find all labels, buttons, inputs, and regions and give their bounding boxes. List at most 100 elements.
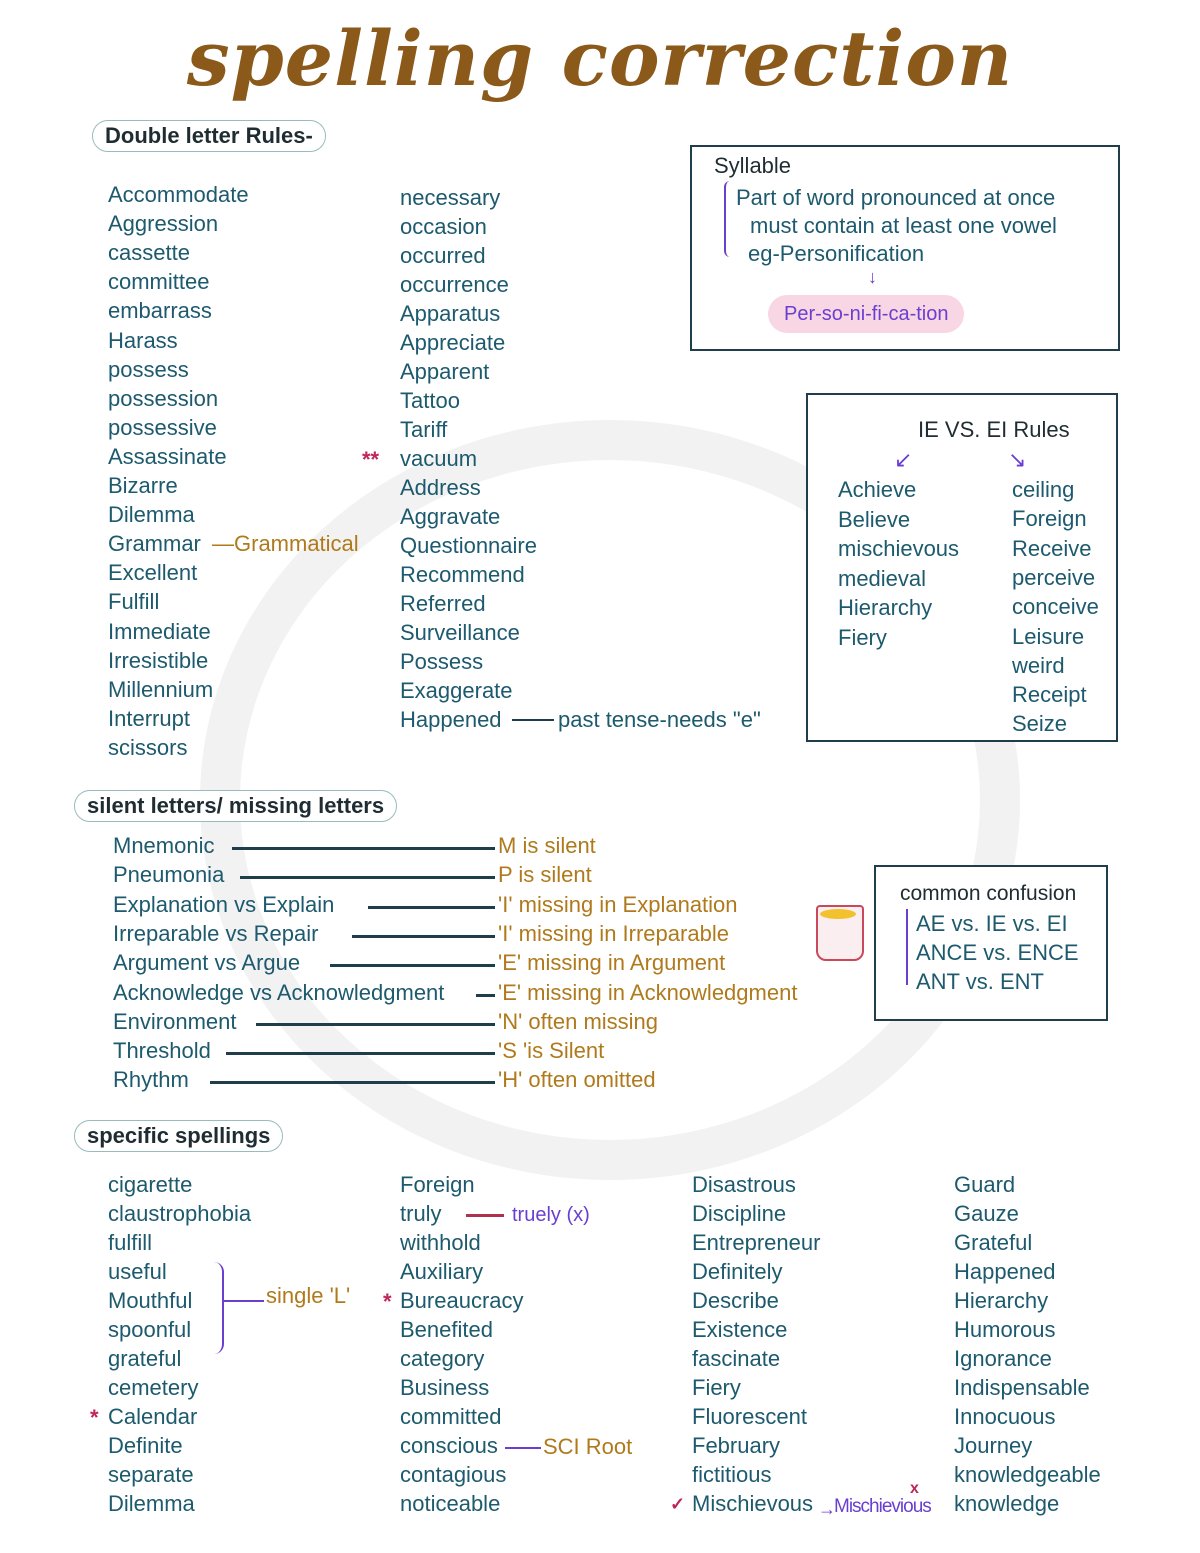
ei-word: conceive: [1012, 594, 1099, 620]
ei-word: Leisure: [1012, 623, 1085, 649]
word-item: separate: [108, 1462, 194, 1487]
word-item: Dilemma: [108, 1491, 195, 1516]
sci-note: SCI Root: [543, 1434, 633, 1459]
word-item: Possess: [400, 649, 484, 674]
word-item: Accommodate: [108, 182, 249, 207]
word-item: cigarette: [108, 1172, 193, 1197]
word-item: Happened: [954, 1259, 1056, 1284]
word-item: Irresistible: [108, 647, 209, 673]
silent-word: Rhythm: [113, 1067, 189, 1093]
ei-word: Receive: [1012, 535, 1092, 561]
silent-note: 'N' often missing: [498, 1008, 659, 1034]
word-item: noticeable: [400, 1491, 501, 1516]
silent-note: 'I' missing in Irreparable: [498, 920, 729, 946]
word-item: knowledgeable: [954, 1462, 1101, 1487]
silent-word: Pneumonia: [113, 862, 225, 888]
ie-word: Hierarchy: [838, 595, 933, 620]
arrow-right-icon: ↘: [1008, 447, 1027, 472]
word-item: Ignorance: [954, 1346, 1052, 1371]
double-letter-heading: Double letter Rules-: [92, 120, 326, 152]
word-item: fascinate: [692, 1346, 781, 1371]
ie-word: mischievous: [838, 536, 960, 561]
bracket-arrow-icon: [906, 909, 916, 985]
syllable-box: Syllable Part of word pronounced at once…: [690, 145, 1120, 351]
star-mark: *: [383, 1289, 392, 1314]
word-item: Assassinate: [108, 443, 227, 469]
word-item: useful: [108, 1259, 167, 1284]
word-item: Grateful: [954, 1230, 1033, 1255]
ie-ei-box: IE VS. EI Rules ↙ ↘ Achieve Believe mischi…: [806, 393, 1118, 742]
confusion-item: ANT vs. ENT: [916, 969, 1044, 994]
word-item: Business: [400, 1375, 490, 1400]
word-item: fictitious: [692, 1462, 772, 1487]
brace-icon: [208, 1262, 224, 1354]
silent-word: Acknowledge vs Acknowledgment: [113, 979, 445, 1005]
star-mark: *: [90, 1405, 99, 1430]
connector-line: [256, 1022, 495, 1026]
mischievous-wrong: Mischievious: [834, 1496, 932, 1517]
silent-word: Argument vs Argue: [113, 950, 301, 976]
word-item: Fiery: [692, 1375, 741, 1400]
ei-word: weird: [1012, 652, 1065, 678]
word-item: Existence: [692, 1317, 788, 1342]
silent-note: M is silent: [498, 833, 596, 858]
silent-word: Threshold: [113, 1038, 211, 1064]
word-item: Address: [400, 475, 481, 500]
ie-word: medieval: [838, 565, 927, 591]
ie-word: Achieve: [838, 477, 917, 502]
word-item: Auxiliary: [400, 1259, 484, 1284]
word-item: Tariff: [400, 417, 448, 442]
word-item: withhold: [400, 1230, 481, 1255]
silent-word: Irreparable vs Repair: [113, 920, 319, 946]
word-item: knowledge: [954, 1491, 1060, 1516]
common-confusion-box: common confusion AE vs. IE vs. EI ANCE v…: [874, 865, 1108, 1021]
word-item: Discipline: [692, 1201, 787, 1226]
silent-note: 'E' missing in Acknowledgment: [498, 979, 798, 1005]
word-item: spoonful: [108, 1317, 192, 1342]
word-item: Aggravate: [400, 504, 501, 529]
word-item: truly: [400, 1201, 442, 1226]
single-l-note: single 'L': [266, 1283, 351, 1308]
word-item: Apparatus: [400, 301, 501, 326]
word-item: Excellent: [108, 560, 198, 586]
word-item: February: [692, 1433, 781, 1458]
syllable-split: Per-so-ni-fi-ca-tion: [768, 295, 965, 333]
vacuum-mark: **: [362, 447, 380, 472]
connector-line: [232, 847, 495, 850]
specific-spellings-heading: specific spellings: [74, 1120, 284, 1152]
word-item: fulfill: [108, 1230, 153, 1255]
silent-word: Explanation vs Explain: [113, 891, 335, 917]
word-item: cassette: [108, 240, 190, 266]
syllable-point: must contain at least one vowel: [750, 213, 1057, 238]
word-item: Journey: [954, 1433, 1033, 1458]
connector-line: [476, 993, 495, 997]
truly-wrong: truely (x): [512, 1204, 590, 1226]
silent-letters-heading: silent letters/ missing letters: [74, 790, 398, 822]
word-item: Innocuous: [954, 1404, 1056, 1429]
word-item: Happened: [400, 707, 502, 732]
word-item: Benefited: [400, 1317, 493, 1342]
word-item: Foreign: [400, 1172, 475, 1197]
word-item: Tattoo: [400, 388, 460, 413]
word-item: vacuum: [400, 446, 478, 471]
word-item: committed: [400, 1404, 502, 1429]
word-item: cemetery: [108, 1375, 199, 1400]
silent-note: P is silent: [498, 862, 592, 888]
word-item: possession: [108, 385, 219, 411]
wrong-mark-icon: x: [910, 1480, 919, 1497]
silent-word: Environment: [113, 1008, 237, 1034]
silent-note: 'I' missing in Explanation: [498, 891, 738, 917]
word-item: Guard: [954, 1172, 1016, 1197]
confusion-item: ANCE vs. ENCE: [916, 940, 1079, 965]
word-item: conscious: [400, 1433, 498, 1458]
ei-word: ceiling: [1012, 477, 1075, 502]
word-item: Fulfill: [108, 589, 160, 615]
bracket-arrow-icon: [724, 181, 736, 257]
ei-word: Receipt: [1012, 682, 1087, 708]
word-item: embarrass: [108, 298, 212, 324]
silent-note: 'H' often omitted: [498, 1067, 656, 1093]
word-item: Millennium: [108, 676, 214, 702]
connector-line: [330, 964, 495, 968]
connector-line: [226, 1052, 495, 1056]
ei-word: Foreign: [1012, 506, 1087, 532]
